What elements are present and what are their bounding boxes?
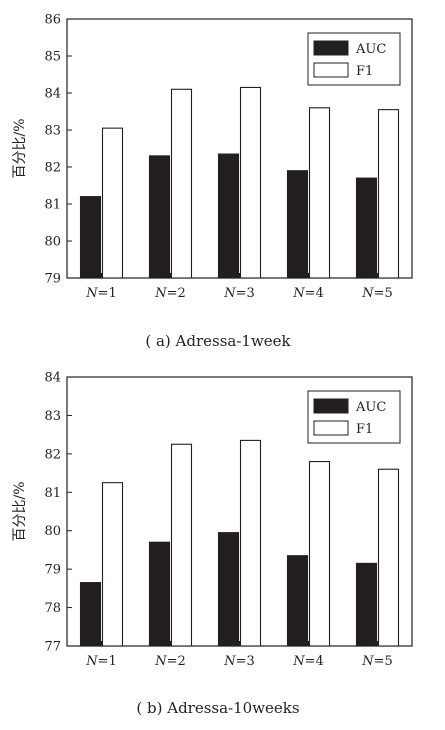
bar-auc-3 xyxy=(217,532,240,647)
legend-label-f1: F1 xyxy=(356,64,373,79)
y-tick-label: 85 xyxy=(44,50,61,65)
legend-swatch-auc xyxy=(313,398,349,414)
legend-label-f1: F1 xyxy=(356,422,373,437)
bar-auc-5 xyxy=(355,562,378,647)
bar-auc-4 xyxy=(286,555,309,647)
x-tick-label: N=2 xyxy=(154,654,186,669)
legend: AUC F1 xyxy=(307,32,401,86)
x-tick-label: N=4 xyxy=(292,654,324,669)
bar-auc-5 xyxy=(355,177,378,279)
bar-auc-1 xyxy=(79,196,102,279)
legend-swatch-auc xyxy=(313,40,349,56)
bar-auc-2 xyxy=(148,155,171,279)
x-tick-label: N=4 xyxy=(292,286,324,301)
y-tick-label: 80 xyxy=(44,235,61,250)
bar-f1-3 xyxy=(239,86,262,279)
x-tick-label: N=3 xyxy=(223,654,255,669)
bar-f1-5 xyxy=(377,109,400,279)
x-tick-label: N=1 xyxy=(85,286,117,301)
x-tick-label: N=3 xyxy=(223,286,255,301)
y-tick-label: 81 xyxy=(44,198,61,213)
bar-f1-5 xyxy=(377,468,400,647)
x-tick-label: N=2 xyxy=(154,286,186,301)
bar-f1-1 xyxy=(101,482,124,647)
y-tick-label: 82 xyxy=(44,161,61,176)
x-tick-label: N=5 xyxy=(361,286,393,301)
y-axis-label: 百分比/% xyxy=(12,481,28,541)
bar-f1-2 xyxy=(170,443,193,647)
y-tick-label: 78 xyxy=(44,601,61,616)
bar-auc-4 xyxy=(286,170,309,279)
bar-f1-1 xyxy=(101,127,124,279)
bar-f1-3 xyxy=(239,439,262,647)
y-tick-label: 79 xyxy=(44,563,61,578)
legend-label-auc: AUC xyxy=(355,400,386,415)
bar-f1-4 xyxy=(308,107,331,279)
legend-label-auc: AUC xyxy=(355,42,386,57)
y-tick-label: 86 xyxy=(44,13,61,28)
legend-swatch-f1 xyxy=(313,62,349,78)
y-tick-label: 79 xyxy=(44,272,61,287)
bar-f1-2 xyxy=(170,88,193,279)
legend: AUC F1 xyxy=(307,390,401,444)
y-tick-label: 83 xyxy=(44,124,61,139)
y-axis-label: 百分比/% xyxy=(12,118,28,178)
bar-f1-4 xyxy=(308,460,331,647)
y-tick-label: 82 xyxy=(44,447,61,462)
caption-b: ( b) Adressa-10weeks xyxy=(136,699,299,717)
y-tick-label: 77 xyxy=(44,640,61,655)
y-tick-label: 81 xyxy=(44,486,61,501)
y-tick-label: 83 xyxy=(44,409,61,424)
chart-adressa-10weeks: 77 78 79 80 81 82 83 84 百分比/% N=1 N=2 N=3 N=4 N=5 AUC F… xyxy=(12,371,413,669)
x-tick-label: N=5 xyxy=(361,654,393,669)
bar-auc-3 xyxy=(217,153,240,279)
bar-auc-2 xyxy=(148,541,171,647)
y-tick-label: 84 xyxy=(44,87,61,102)
y-tick-label: 80 xyxy=(44,524,61,539)
x-tick-label: N=1 xyxy=(85,654,117,669)
chart-adressa-1week: 79 80 81 82 83 84 85 86 百分比/% N=1 N=2 N=3 N=4 N=5 AUC F… xyxy=(12,13,413,301)
caption-a: ( a) Adressa-1week xyxy=(145,332,291,350)
y-tick-label: 84 xyxy=(44,371,61,386)
legend-swatch-f1 xyxy=(313,420,349,436)
bar-auc-1 xyxy=(79,582,102,647)
